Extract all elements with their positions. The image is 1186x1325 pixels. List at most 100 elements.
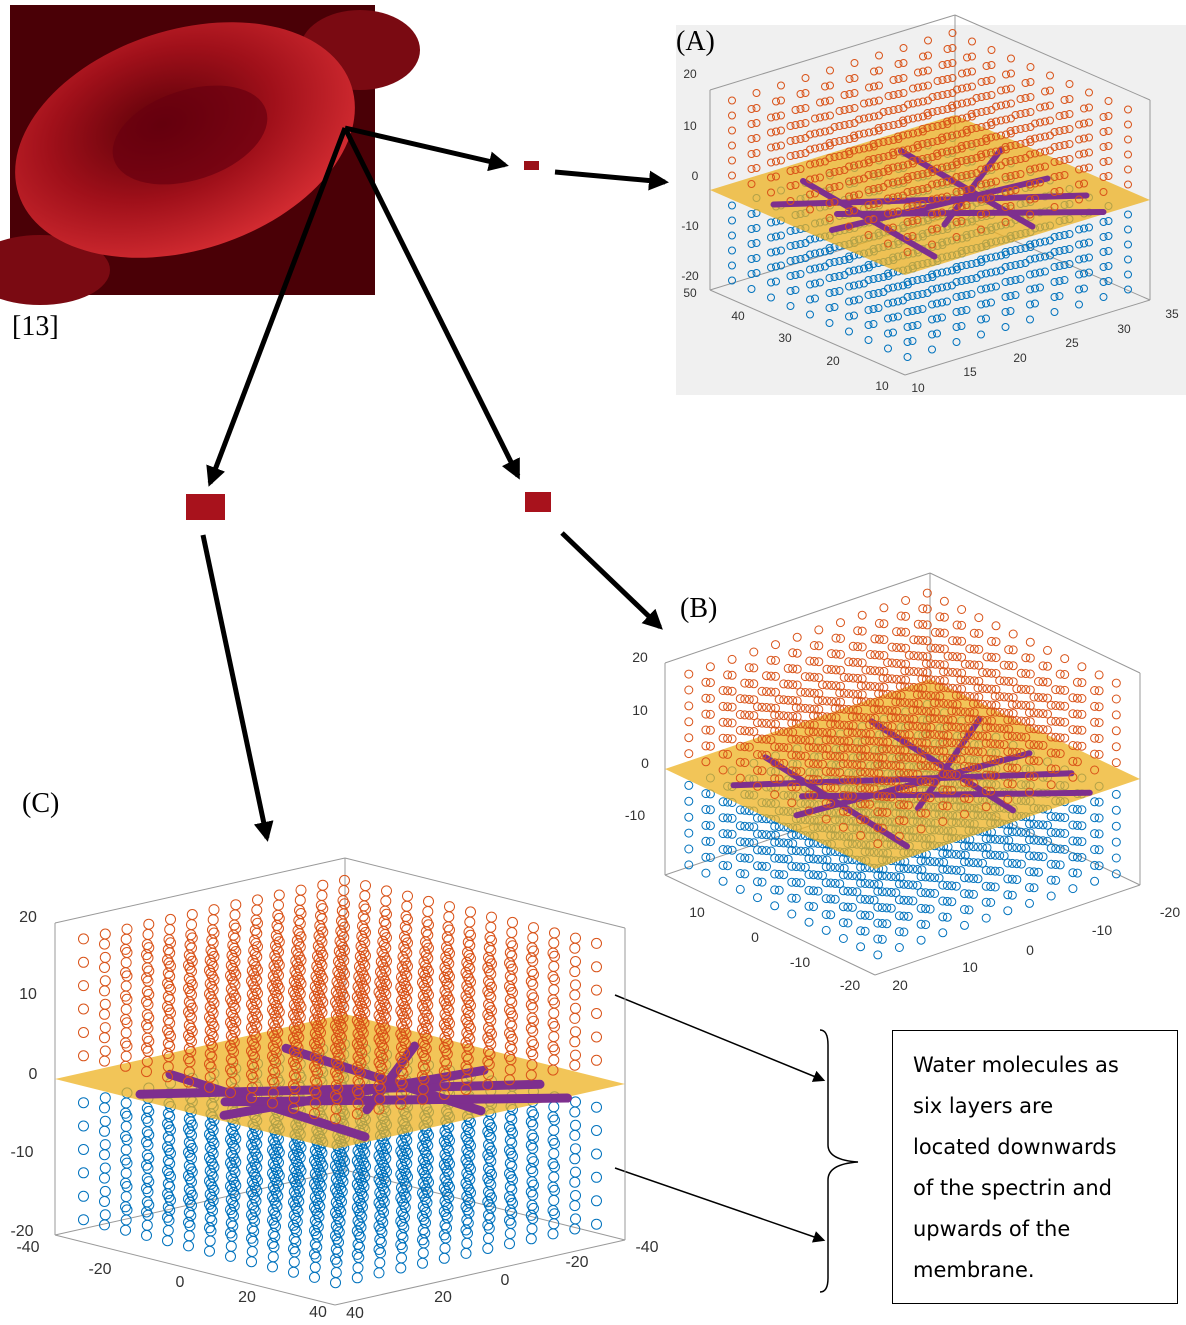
- plot-3d: [55, 858, 625, 1305]
- molecule: [828, 650, 836, 658]
- molecule: [142, 1033, 152, 1043]
- molecule: [1030, 693, 1038, 701]
- molecule: [1091, 846, 1099, 854]
- molecule: [570, 1224, 580, 1234]
- molecule: [706, 663, 714, 671]
- molecule: [526, 1117, 536, 1127]
- molecule: [374, 1268, 384, 1278]
- molecule: [505, 1215, 515, 1225]
- molecule: [975, 614, 983, 622]
- molecule: [100, 1186, 110, 1196]
- tick-label: 40: [731, 309, 745, 323]
- molecule: [719, 734, 727, 742]
- molecule: [845, 658, 853, 666]
- molecule: [1005, 646, 1013, 654]
- molecule: [142, 1010, 152, 1020]
- molecule: [462, 1215, 472, 1225]
- molecule: [528, 933, 538, 943]
- molecule: [736, 885, 744, 893]
- molecule: [163, 1002, 173, 1012]
- tick-label: 30: [1117, 322, 1131, 336]
- molecule: [505, 1005, 515, 1015]
- molecule: [917, 936, 925, 944]
- molecule: [100, 1033, 110, 1043]
- molecule: [121, 1225, 131, 1235]
- molecule: [1112, 806, 1120, 814]
- molecule: [397, 1230, 407, 1240]
- molecule: [1004, 875, 1012, 883]
- molecule: [548, 1206, 558, 1216]
- molecule: [592, 985, 602, 995]
- molecule: [1047, 892, 1055, 900]
- molecule: [121, 1202, 131, 1212]
- molecule: [685, 718, 693, 726]
- molecule: [857, 895, 865, 903]
- molecule: [940, 597, 948, 605]
- molecule: [728, 655, 736, 663]
- molecule: [919, 605, 927, 613]
- molecule: [184, 997, 194, 1007]
- molecule: [810, 642, 818, 650]
- molecule: [142, 1184, 152, 1194]
- molecule: [1047, 701, 1055, 709]
- molecule: [982, 898, 990, 906]
- molecule: [936, 613, 944, 621]
- molecule: [895, 896, 903, 904]
- molecule: [719, 830, 727, 838]
- molecule: [549, 1125, 559, 1135]
- molecule: [571, 980, 581, 990]
- molecule: [142, 1160, 152, 1170]
- molecule: [184, 1137, 194, 1147]
- molecule: [1091, 687, 1099, 695]
- molecule: [1026, 884, 1034, 892]
- molecule: [121, 968, 131, 978]
- molecule: [142, 1197, 152, 1207]
- molecule: [549, 1219, 559, 1229]
- molecule: [571, 933, 581, 943]
- molecule: [485, 932, 495, 942]
- molecule: [592, 1055, 602, 1065]
- molecule: [100, 1009, 110, 1019]
- molecule: [1047, 860, 1055, 868]
- molecule: [961, 906, 969, 914]
- molecule: [228, 940, 238, 950]
- molecule: [526, 1140, 536, 1150]
- molecule: [745, 664, 753, 672]
- molecule: [1061, 655, 1069, 663]
- molecule: [549, 985, 559, 995]
- molecule: [100, 1103, 110, 1113]
- molecule: [1026, 638, 1034, 646]
- molecule: [1112, 711, 1120, 719]
- molecule: [100, 1163, 110, 1173]
- molecule: [505, 1169, 515, 1179]
- molecule: [100, 1046, 110, 1056]
- molecule: [142, 1220, 152, 1230]
- molecule: [352, 1249, 362, 1259]
- molecule: [226, 1218, 236, 1228]
- molecule: [142, 950, 152, 960]
- molecule: [685, 781, 693, 789]
- molecule: [702, 694, 710, 702]
- molecule: [163, 1025, 173, 1035]
- molecule: [1091, 814, 1099, 822]
- molecule: [289, 1244, 299, 1254]
- molecule: [484, 1140, 494, 1150]
- molecule: [505, 1229, 515, 1239]
- molecule: [163, 1202, 173, 1212]
- molecule: [315, 921, 325, 931]
- molecule: [771, 870, 779, 878]
- molecule: [914, 620, 922, 628]
- molecule: [570, 1013, 580, 1023]
- brace: [820, 1030, 858, 1292]
- molecule: [571, 1120, 581, 1130]
- molecule: [505, 971, 515, 981]
- spectrin: [837, 212, 1104, 214]
- molecule: [1112, 727, 1120, 735]
- molecule: [570, 1154, 580, 1164]
- tick-label: -10: [625, 807, 645, 823]
- molecule: [958, 606, 966, 614]
- molecule: [444, 912, 454, 922]
- molecule: [400, 932, 410, 942]
- molecule: [142, 1043, 152, 1053]
- molecule: [505, 1018, 515, 1028]
